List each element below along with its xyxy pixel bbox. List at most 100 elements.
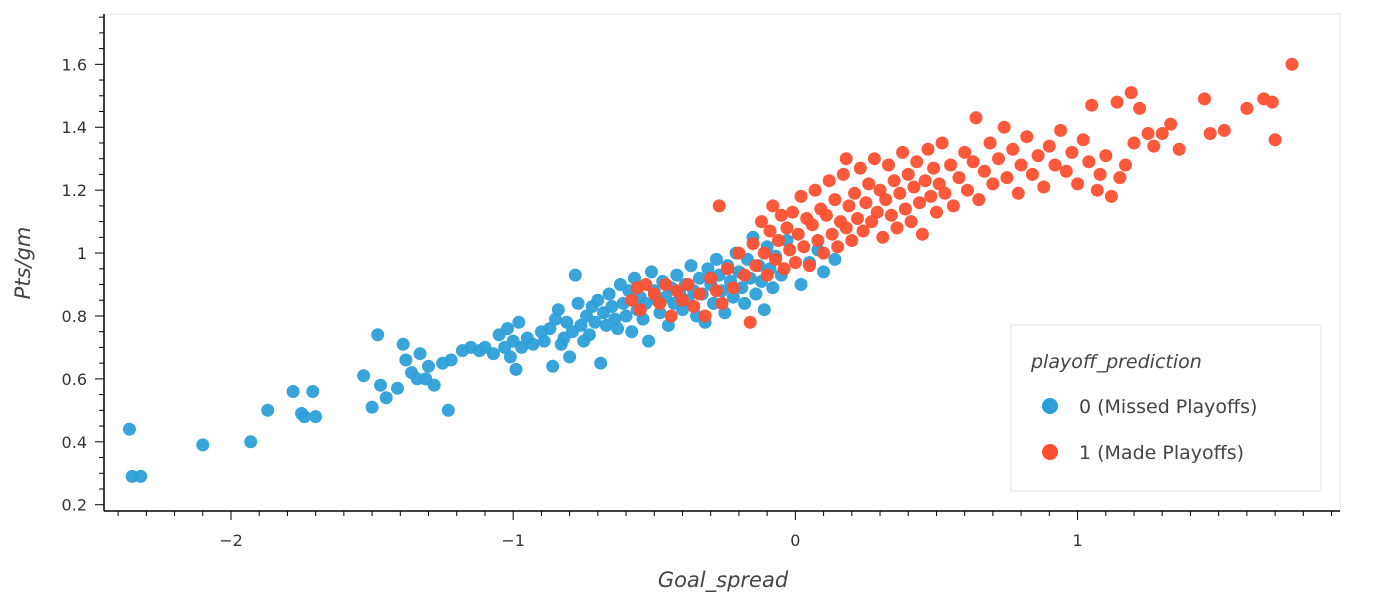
data-point xyxy=(653,306,667,320)
data-point xyxy=(884,208,898,222)
data-point xyxy=(904,215,918,229)
data-point xyxy=(986,177,1000,191)
data-point xyxy=(755,215,768,229)
data-point xyxy=(526,337,540,351)
data-point xyxy=(1099,149,1113,163)
data-point xyxy=(1164,117,1178,131)
data-point xyxy=(851,212,864,225)
y-axis-title: Pts/gm xyxy=(11,227,35,300)
legend-label-made: 1 (Made Playoffs) xyxy=(1079,442,1244,464)
data-point xyxy=(399,353,413,367)
data-point xyxy=(591,293,605,307)
data-point xyxy=(422,359,435,373)
data-point xyxy=(946,199,960,213)
data-point xyxy=(704,271,718,285)
data-point xyxy=(882,158,895,172)
data-point xyxy=(738,268,752,282)
data-point xyxy=(1071,177,1085,191)
data-point xyxy=(309,410,323,424)
data-point xyxy=(563,350,577,364)
data-point xyxy=(876,230,890,244)
data-point xyxy=(783,243,797,257)
x-tick-label: −1 xyxy=(501,531,525,550)
data-point xyxy=(1042,139,1056,153)
points-layer xyxy=(122,57,1299,483)
data-point xyxy=(244,435,258,449)
data-point xyxy=(1082,155,1096,169)
data-point xyxy=(1127,136,1141,150)
data-point xyxy=(512,315,526,329)
data-point xyxy=(633,303,647,317)
data-point xyxy=(898,202,912,216)
data-point xyxy=(870,205,884,219)
data-point xyxy=(845,234,859,247)
x-tick-label: 1 xyxy=(1072,531,1082,550)
series-1 xyxy=(625,57,1299,329)
data-point xyxy=(1000,171,1014,185)
data-point xyxy=(1124,86,1138,100)
data-point xyxy=(726,281,740,295)
data-point xyxy=(839,221,853,235)
data-point xyxy=(817,246,831,260)
legend-title: playoff_prediction xyxy=(1030,351,1202,373)
data-point xyxy=(766,199,780,213)
y-tick-label: 0.8 xyxy=(62,307,87,326)
data-point xyxy=(1011,186,1025,200)
data-point xyxy=(791,227,805,241)
data-point xyxy=(1031,149,1045,163)
data-point xyxy=(879,193,893,207)
data-point xyxy=(712,199,726,213)
data-point xyxy=(910,155,924,169)
data-point xyxy=(1059,164,1073,178)
data-point xyxy=(546,359,560,373)
data-point xyxy=(261,403,275,417)
data-point xyxy=(749,259,763,273)
data-point xyxy=(907,180,921,194)
data-point xyxy=(769,252,783,266)
data-point xyxy=(1155,127,1169,140)
data-point xyxy=(537,334,551,348)
data-point xyxy=(306,385,320,398)
data-point xyxy=(896,145,910,159)
data-point xyxy=(1133,101,1147,115)
data-point xyxy=(687,300,701,313)
data-point xyxy=(887,174,901,188)
data-point xyxy=(1240,101,1254,115)
data-point xyxy=(619,309,633,323)
data-point xyxy=(427,378,441,392)
legend-box xyxy=(1010,324,1322,492)
data-point xyxy=(839,152,853,166)
data-point xyxy=(997,120,1011,134)
data-point xyxy=(930,205,943,219)
data-point xyxy=(1006,142,1020,156)
data-point xyxy=(625,325,639,339)
data-point xyxy=(1076,133,1090,147)
data-point xyxy=(692,287,706,301)
data-point xyxy=(1048,158,1062,172)
data-point xyxy=(794,189,808,203)
data-point xyxy=(819,208,833,222)
data-point xyxy=(738,296,752,310)
data-point xyxy=(605,300,619,313)
data-point xyxy=(774,208,788,222)
data-point xyxy=(574,318,588,332)
data-point xyxy=(379,391,393,405)
data-point xyxy=(647,287,661,301)
data-point xyxy=(749,287,763,301)
y-tick-label: 1.4 xyxy=(62,118,87,137)
data-point xyxy=(594,356,608,370)
data-point xyxy=(698,309,712,323)
data-point xyxy=(918,174,932,188)
data-point xyxy=(588,315,602,329)
data-point xyxy=(509,362,523,376)
data-point xyxy=(927,161,941,175)
data-point xyxy=(1141,127,1155,140)
data-point xyxy=(786,205,799,219)
data-point xyxy=(932,177,946,191)
data-point xyxy=(611,322,625,336)
y-ticks: 0.2 0.4 0.6 0.8 1 1.2 1.4 1.6 xyxy=(62,16,104,515)
data-point xyxy=(1093,167,1107,181)
data-point xyxy=(692,271,706,285)
data-point xyxy=(757,303,771,317)
data-point xyxy=(859,196,873,210)
